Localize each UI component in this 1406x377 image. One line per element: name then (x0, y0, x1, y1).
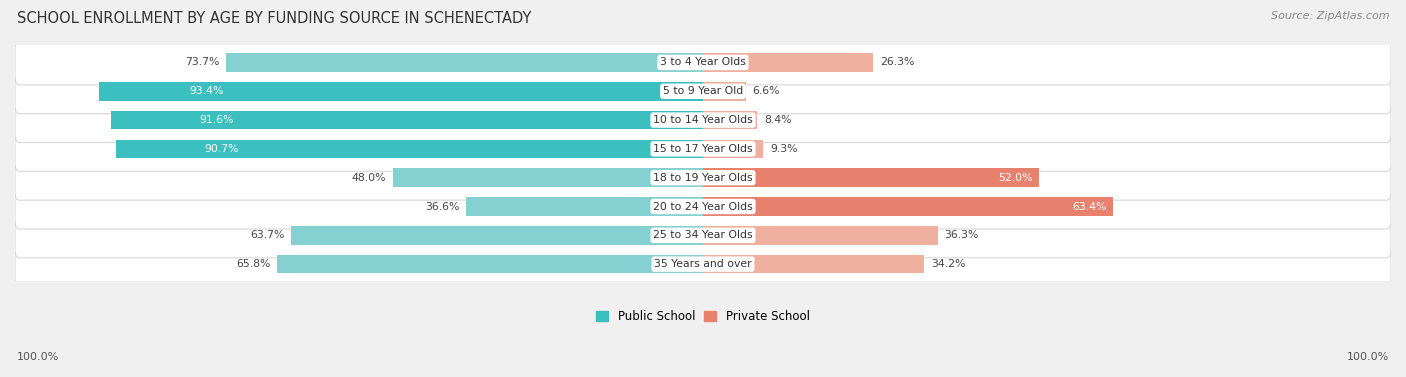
FancyBboxPatch shape (15, 242, 1391, 287)
Bar (117, 139, 703, 158)
Bar (226, 53, 703, 72)
Text: 34.2%: 34.2% (931, 259, 966, 269)
Text: 52.0%: 52.0% (998, 173, 1032, 183)
Text: 93.4%: 93.4% (190, 86, 224, 96)
Bar (703, 139, 763, 158)
Bar (98, 82, 703, 101)
Text: 10 to 14 Year Olds: 10 to 14 Year Olds (654, 115, 752, 125)
Text: 65.8%: 65.8% (236, 259, 270, 269)
Bar (277, 255, 703, 273)
Text: 26.3%: 26.3% (880, 57, 914, 67)
FancyBboxPatch shape (15, 213, 1391, 258)
Legend: Public School, Private School: Public School, Private School (592, 305, 814, 328)
Bar (703, 255, 924, 273)
Bar (111, 111, 703, 129)
Text: 3 to 4 Year Olds: 3 to 4 Year Olds (659, 57, 747, 67)
FancyBboxPatch shape (15, 69, 1391, 114)
Text: 100.0%: 100.0% (17, 352, 59, 362)
Text: 36.3%: 36.3% (945, 230, 979, 240)
Text: 100.0%: 100.0% (1347, 352, 1389, 362)
FancyBboxPatch shape (15, 98, 1391, 143)
Text: 73.7%: 73.7% (186, 57, 219, 67)
Text: 63.7%: 63.7% (250, 230, 284, 240)
FancyBboxPatch shape (15, 40, 1391, 85)
Bar (392, 169, 703, 187)
Bar (703, 53, 873, 72)
Text: 18 to 19 Year Olds: 18 to 19 Year Olds (654, 173, 752, 183)
Bar (291, 226, 703, 245)
Text: 36.6%: 36.6% (425, 202, 460, 211)
FancyBboxPatch shape (15, 155, 1391, 200)
Bar (703, 197, 1114, 216)
Bar (703, 226, 938, 245)
Text: 48.0%: 48.0% (352, 173, 385, 183)
FancyBboxPatch shape (15, 126, 1391, 172)
Text: 5 to 9 Year Old: 5 to 9 Year Old (662, 86, 744, 96)
Text: 8.4%: 8.4% (765, 115, 792, 125)
Text: SCHOOL ENROLLMENT BY AGE BY FUNDING SOURCE IN SCHENECTADY: SCHOOL ENROLLMENT BY AGE BY FUNDING SOUR… (17, 11, 531, 26)
Bar (703, 111, 758, 129)
Text: 20 to 24 Year Olds: 20 to 24 Year Olds (654, 202, 752, 211)
Text: 6.6%: 6.6% (752, 86, 780, 96)
Text: 15 to 17 Year Olds: 15 to 17 Year Olds (654, 144, 752, 154)
Text: 90.7%: 90.7% (204, 144, 239, 154)
FancyBboxPatch shape (15, 184, 1391, 229)
Text: Source: ZipAtlas.com: Source: ZipAtlas.com (1271, 11, 1389, 21)
Text: 35 Years and over: 35 Years and over (654, 259, 752, 269)
Text: 91.6%: 91.6% (200, 115, 233, 125)
Bar (703, 169, 1039, 187)
Text: 25 to 34 Year Olds: 25 to 34 Year Olds (654, 230, 752, 240)
Bar (467, 197, 703, 216)
Bar (703, 82, 745, 101)
Text: 9.3%: 9.3% (770, 144, 797, 154)
Text: 63.4%: 63.4% (1071, 202, 1107, 211)
